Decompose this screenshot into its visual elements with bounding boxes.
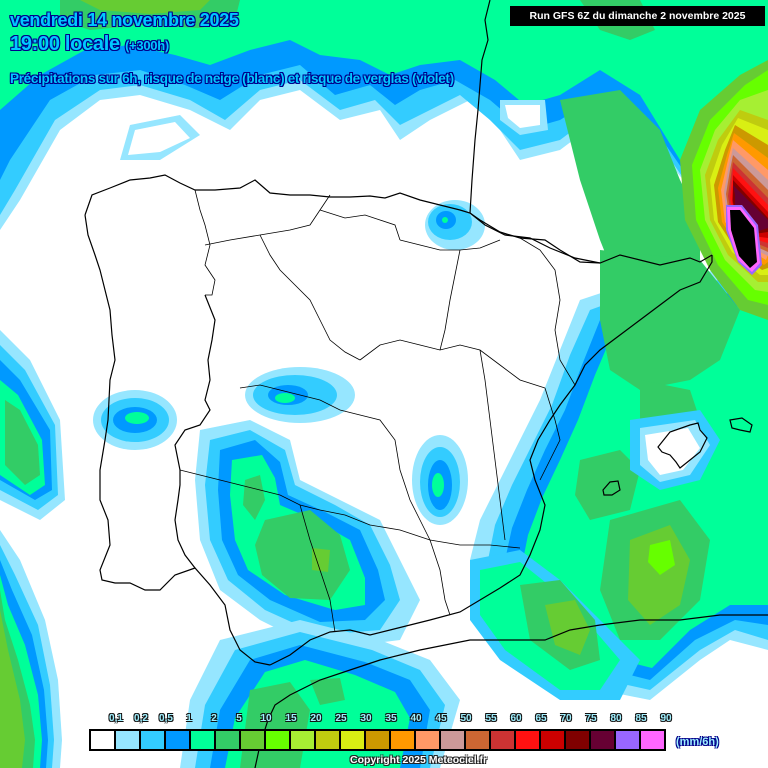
legend-label: 50	[460, 713, 472, 724]
copyright: Copyright 2025 Meteociel.fr	[350, 754, 488, 766]
balearic-islands	[602, 417, 753, 496]
regional-borders	[179, 189, 576, 633]
legend-swatch	[541, 731, 566, 749]
legend-swatch	[166, 731, 191, 749]
legend-label: 5	[236, 713, 242, 724]
model-run-banner: Run GFS 6Z du dimanche 2 novembre 2025	[510, 6, 765, 26]
legend-label: 30	[360, 713, 372, 724]
forecast-time: 19:00 locale (+300h)	[10, 33, 169, 56]
storm-cell	[680, 60, 768, 320]
legend-swatch	[241, 731, 266, 749]
legend-label: 20	[310, 713, 322, 724]
legend-label: 35	[385, 713, 397, 724]
legend-label: 90	[660, 713, 672, 724]
legend-swatch	[291, 731, 316, 749]
legend-swatch	[466, 731, 491, 749]
legend-swatch	[641, 731, 664, 749]
legend-label: 0,1	[109, 713, 123, 724]
legend-swatch	[391, 731, 416, 749]
legend-swatch	[141, 731, 166, 749]
legend-label: 25	[335, 713, 347, 724]
legend-swatch	[591, 731, 616, 749]
map-subtitle: Précipitations sur 6h, risque de neige (…	[10, 71, 454, 86]
legend-label: 60	[510, 713, 522, 724]
legend-label: 15	[285, 713, 297, 724]
precip-legend: 0,1 0,2 0,5 1 2 5 10 15 20 25 30 35 40 4…	[89, 713, 689, 751]
legend-label: 75	[585, 713, 597, 724]
legend-swatch	[566, 731, 591, 749]
forecast-date: vendredi 14 novembre 2025	[10, 10, 239, 30]
legend-label: 2	[211, 713, 217, 724]
legend-swatch	[516, 731, 541, 749]
legend-label: 80	[610, 713, 622, 724]
legend-label: 1	[186, 713, 192, 724]
legend-label: 40	[410, 713, 422, 724]
legend-swatch	[91, 731, 116, 749]
legend-label: 0,2	[134, 713, 148, 724]
legend-swatch	[216, 731, 241, 749]
legend-color-bar	[89, 729, 666, 751]
precip-mediterranean-east	[470, 250, 768, 700]
legend-unit: (mm/6h)	[676, 736, 719, 748]
legend-swatch	[616, 731, 641, 749]
legend-swatch	[116, 731, 141, 749]
legend-swatch	[366, 731, 391, 749]
legend-swatch	[316, 731, 341, 749]
legend-label: 10	[260, 713, 272, 724]
legend-label: 55	[485, 713, 497, 724]
legend-swatch	[416, 731, 441, 749]
legend-label: 70	[560, 713, 572, 724]
forecast-time-label: 19:00 locale	[10, 33, 120, 55]
legend-swatch	[441, 731, 466, 749]
legend-label: 85	[635, 713, 647, 724]
legend-label: 65	[535, 713, 547, 724]
precip-cells-mainland	[93, 200, 485, 650]
legend-swatch	[266, 731, 291, 749]
forecast-time-offset: (+300h)	[125, 38, 169, 53]
precip-atlantic-west	[0, 330, 65, 768]
legend-swatch	[491, 731, 516, 749]
legend-swatch	[341, 731, 366, 749]
legend-labels: 0,1 0,2 0,5 1 2 5 10 15 20 25 30 35 40 4…	[89, 713, 689, 729]
borders	[84, 0, 768, 768]
legend-label: 0,5	[159, 713, 173, 724]
legend-label: 45	[435, 713, 447, 724]
legend-swatch	[191, 731, 216, 749]
